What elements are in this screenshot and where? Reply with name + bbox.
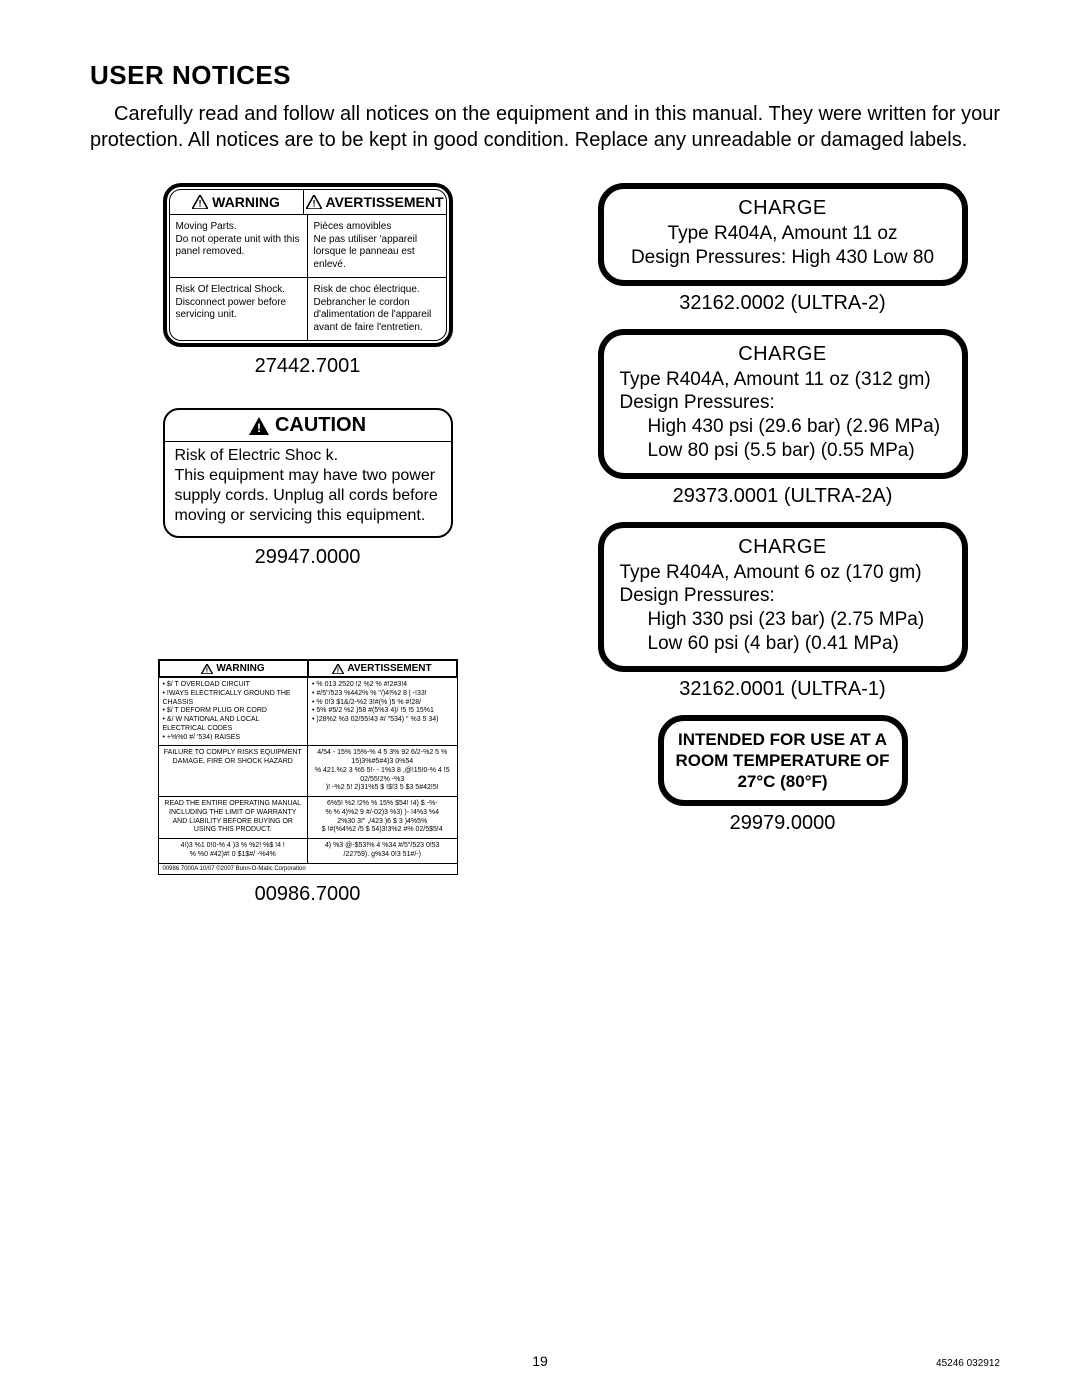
document-id: 45246 032912: [936, 1358, 1000, 1369]
charge-line: Type R404A, Amount 6 oz (170 gm): [620, 561, 946, 585]
intended-use-box: INTENDED FOR USE AT A ROOM TEMPERATURE O…: [658, 715, 908, 807]
warning-label-code: 27442.7001: [255, 355, 361, 378]
sw-cell: 4!)3 %1 0!0-% 4 )3 % %2! %$ !4 ! % %0 #4…: [159, 839, 309, 863]
charge-box-2: CHARGEType R404A, Amount 6 oz (170 gm)De…: [598, 522, 968, 672]
warning-triangle-icon: !: [306, 195, 322, 209]
warning-header-en: ! WARNING: [170, 190, 304, 214]
charge-code: 32162.0001 (ULTRA-1): [679, 678, 885, 701]
sw-cell: FAILURE TO COMPLY RISKS EQUIPMENT DAMAGE…: [159, 746, 309, 796]
sw-row-3: 4!)3 %1 0!0-% 4 )3 % %2! %$ !4 ! % %0 #4…: [159, 838, 457, 863]
intended-code: 29979.0000: [730, 812, 836, 835]
caution-header: ! CAUTION: [165, 410, 451, 442]
charge-box-0: CHARGEType R404A, Amount 11 ozDesign Pre…: [598, 183, 968, 286]
sw-header-fr-text: AVERTISSEMENT: [347, 663, 431, 674]
charge-line: Design Pressures:: [620, 584, 946, 608]
charge-code: 29373.0001 (ULTRA-2A): [673, 485, 893, 508]
warning-label-inner: ! WARNING ! AVERTISSEMENT Moving Parts: [169, 189, 447, 341]
svg-text:!: !: [312, 199, 315, 209]
sw-cell: 6%5! %2 !2% % 15% $54! !4) $ -%- % % 4)%…: [308, 797, 457, 838]
caution-label-code: 29947.0000: [255, 546, 361, 569]
warn-cell-en-0: Moving Parts. Do not operate unit with t…: [170, 215, 308, 278]
small-warning-header: ! WARNING ! AVERTISSEMENT: [159, 660, 457, 677]
sw-cell: 4/54 - 15% 15%-% 4 5 3% 92 6/2-%2 5 % 15…: [308, 746, 457, 796]
intro-paragraph: Carefully read and follow all notices on…: [90, 101, 1000, 153]
sw-cell: • % 013 2520 !2 %2 % #!2#3!4 • #/5"/523 …: [308, 678, 457, 745]
charge-line: High 430 psi (29.6 bar) (2.96 MPa): [620, 415, 946, 439]
sw-cell: • $/ T OVERLOAD CIRCUIT • !WAYS ELECTRIC…: [159, 678, 309, 745]
sw-row-0: • $/ T OVERLOAD CIRCUIT • !WAYS ELECTRIC…: [159, 677, 457, 745]
caution-body: Risk of Electric Shoc k. This equipment …: [165, 442, 451, 536]
small-warning-code: 00986.7000: [255, 883, 361, 906]
charge-line: Low 60 psi (4 bar) (0.41 MPa): [620, 632, 946, 656]
charge-line: Low 80 psi (5.5 bar) (0.55 MPa): [620, 439, 946, 463]
sw-row-2: READ THE ENTIRE OPERATING MANUAL INCLUDI…: [159, 796, 457, 838]
intended-line-2: ROOM TEMPERATURE OF: [670, 750, 896, 771]
sw-header-en-text: WARNING: [216, 663, 264, 674]
sw-cell: 4) %3 @-$53!% 4 %34 #/5"/523 0!53 /22759…: [308, 839, 457, 863]
sw-header-fr: ! AVERTISSEMENT: [308, 660, 457, 677]
charge-line: Type R404A, Amount 11 oz: [620, 222, 946, 246]
small-warning-table: ! WARNING ! AVERTISSEMENT • $/ T OVERLOA…: [158, 659, 458, 875]
charge-title: CHARGE: [620, 536, 946, 559]
charge-title: CHARGE: [620, 197, 946, 220]
charge-code: 32162.0002 (ULTRA-2): [679, 292, 885, 315]
caution-label-box: ! CAUTION Risk of Electric Shoc k. This …: [163, 408, 453, 538]
sw-cell: READ THE ENTIRE OPERATING MANUAL INCLUDI…: [159, 797, 309, 838]
warning-triangle-icon: !: [249, 417, 269, 435]
warn-cell-fr-0: Pièces amovibles Ne pas utiliser 'appare…: [308, 215, 446, 278]
charge-line: Design Pressures: High 430 Low 80: [620, 246, 946, 270]
svg-text:!: !: [337, 665, 339, 674]
charge-box-1: CHARGEType R404A, Amount 11 oz (312 gm)D…: [598, 329, 968, 479]
caution-title: CAUTION: [275, 414, 366, 437]
warning-cells: Moving Parts. Do not operate unit with t…: [170, 215, 446, 340]
intended-line-1: INTENDED FOR USE AT A: [670, 729, 896, 750]
warn-cell-en-1: Risk Of Electrical Shock. Disconnect pow…: [170, 278, 308, 340]
right-column: CHARGEType R404A, Amount 11 ozDesign Pre…: [565, 183, 1000, 936]
svg-text:!: !: [199, 199, 202, 209]
charge-line: Design Pressures:: [620, 391, 946, 415]
charge-title: CHARGE: [620, 343, 946, 366]
warning-triangle-icon: !: [201, 664, 213, 674]
page-number: 19: [0, 1353, 1080, 1369]
page: USER NOTICES Carefully read and follow a…: [0, 0, 1080, 1397]
warning-header-row: ! WARNING ! AVERTISSEMENT: [170, 190, 446, 215]
intended-line-3: 27°C (80°F): [670, 771, 896, 792]
svg-text:!: !: [206, 665, 208, 674]
sw-row-1: FAILURE TO COMPLY RISKS EQUIPMENT DAMAGE…: [159, 745, 457, 796]
svg-text:!: !: [257, 421, 261, 435]
sw-header-en: ! WARNING: [159, 660, 308, 677]
charge-line: Type R404A, Amount 11 oz (312 gm): [620, 368, 946, 392]
sw-footer: 00986.7000A 10/07 ©2007 Bunn-O-Matic Cor…: [159, 863, 457, 874]
warning-triangle-icon: !: [332, 664, 344, 674]
warning-triangle-icon: !: [192, 195, 208, 209]
left-column: ! WARNING ! AVERTISSEMENT Moving Parts: [90, 183, 525, 936]
section-title: USER NOTICES: [90, 60, 1000, 91]
warn-cell-fr-1: Risk de choc électrique. Debrancher le c…: [308, 278, 446, 340]
warning-header-fr: ! AVERTISSEMENT: [304, 190, 446, 214]
warning-label-box: ! WARNING ! AVERTISSEMENT Moving Parts: [163, 183, 453, 347]
avertissement-text: AVERTISSEMENT: [326, 194, 444, 210]
columns: ! WARNING ! AVERTISSEMENT Moving Parts: [90, 183, 1000, 936]
charge-line: High 330 psi (23 bar) (2.75 MPa): [620, 608, 946, 632]
warning-text: WARNING: [212, 194, 280, 210]
